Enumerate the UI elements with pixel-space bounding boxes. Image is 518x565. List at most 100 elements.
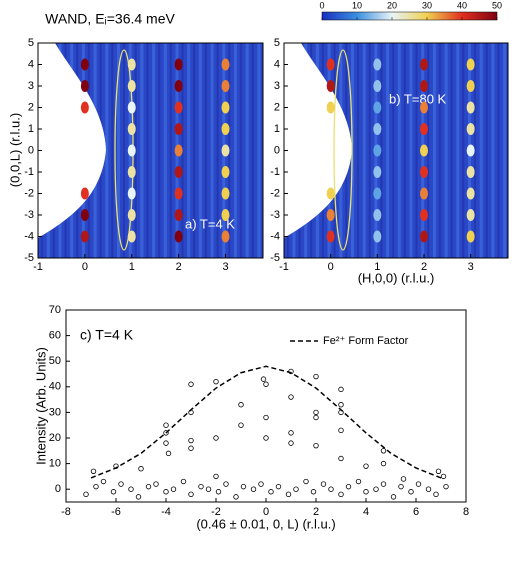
data-point (163, 430, 169, 436)
data-point (313, 414, 319, 421)
x-tick-label: -6 (111, 506, 121, 518)
data-point (380, 448, 387, 454)
data-point (275, 483, 282, 490)
y-tick-label: 5 (28, 37, 34, 49)
data-point (263, 414, 269, 421)
data-point (233, 494, 239, 500)
peak (466, 187, 475, 200)
peak (420, 144, 428, 157)
legend-label: Fe²⁺ Form Factor (323, 335, 409, 347)
y-tick-label: -2 (270, 187, 280, 199)
y-tick-label: -5 (270, 252, 280, 264)
peak (174, 166, 183, 178)
data-point (128, 486, 134, 492)
data-point (415, 481, 422, 487)
data-point (215, 489, 222, 495)
data-point (263, 381, 269, 387)
y-tick-label: -4 (24, 230, 34, 242)
peak (127, 187, 136, 200)
y-tick-label: -4 (270, 230, 280, 242)
peak (373, 230, 382, 243)
mask (38, 43, 106, 238)
peak (221, 123, 230, 135)
data-point (100, 478, 107, 485)
peak (127, 230, 136, 243)
peak (127, 209, 136, 221)
annotation: a) T=4 K (185, 216, 235, 231)
peak (221, 58, 230, 71)
data-point (390, 494, 397, 500)
peak (174, 230, 183, 243)
peak (127, 166, 136, 178)
data-point (345, 483, 352, 490)
y-tick-label: -2 (24, 187, 34, 199)
x-tick-label: 3 (468, 261, 474, 273)
y-tick-label: 70 (49, 304, 61, 316)
y-tick-label: 3 (274, 80, 280, 92)
peak (420, 101, 428, 114)
data-point (355, 478, 362, 485)
data-point (188, 381, 194, 387)
y-tick-label: 30 (49, 406, 61, 418)
x-tick-label: 3 (222, 261, 228, 273)
data-point (288, 430, 294, 436)
data-point (313, 373, 319, 380)
data-point (180, 478, 187, 485)
y-tick-label: 3 (28, 80, 34, 92)
y-tick-label: -3 (270, 209, 280, 221)
data-point (188, 491, 194, 498)
peak (373, 101, 382, 114)
peak (127, 101, 136, 114)
y-tick-label: -1 (270, 166, 280, 178)
colorbar-tick-label: 10 (352, 0, 362, 10)
peak (127, 58, 136, 71)
data-point (443, 483, 449, 490)
peak (326, 187, 335, 200)
y-tick-label: 20 (49, 432, 61, 444)
peak (466, 209, 475, 221)
data-point (313, 409, 319, 416)
peak (80, 101, 89, 114)
data-point (165, 450, 172, 457)
peak (373, 187, 382, 200)
peak (420, 230, 428, 243)
data-point (400, 476, 407, 482)
y-tick-label: 0 (28, 144, 34, 156)
y-tick-label: -1 (24, 166, 34, 178)
peak (174, 58, 183, 71)
data-point (425, 486, 432, 492)
y-tick-label: 60 (49, 330, 61, 342)
peak (420, 80, 428, 92)
peak (127, 80, 136, 92)
peak (174, 80, 183, 92)
data-point (363, 463, 369, 469)
peak (221, 144, 230, 157)
data-point (163, 489, 169, 495)
peak (221, 187, 230, 200)
data-point (363, 489, 369, 495)
data-point (320, 481, 327, 487)
data-point (90, 468, 97, 474)
peak (420, 166, 428, 178)
x-tick-label: -8 (61, 506, 71, 518)
peak (466, 80, 475, 92)
y-axis-label: Intensity (Arb. Units) (33, 347, 48, 465)
peak (80, 187, 89, 200)
data-point (433, 491, 439, 498)
data-point (293, 486, 299, 492)
x-tick-label: 0 (263, 506, 269, 518)
data-point (288, 394, 294, 400)
peak (221, 80, 230, 92)
data-point (205, 486, 212, 492)
x-tick-label: 6 (413, 506, 419, 518)
data-point (153, 481, 159, 487)
x-tick-label: -4 (161, 506, 171, 518)
data-point (288, 440, 294, 446)
peak (420, 187, 428, 200)
data-point (338, 386, 344, 393)
colorbar-tick-label: 0 (319, 0, 324, 10)
colorbar-tick-label: 40 (457, 0, 467, 10)
y-axis-label: (0,0,L) (r.l.u.) (7, 113, 22, 187)
data-point (408, 489, 414, 495)
data-point (268, 489, 274, 495)
